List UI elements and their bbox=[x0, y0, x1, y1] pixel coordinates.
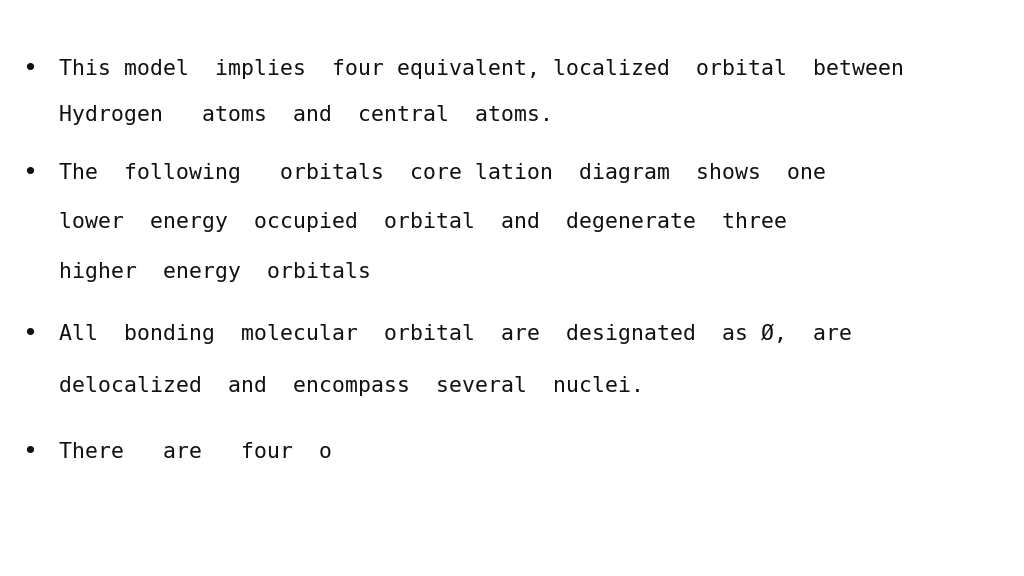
Text: higher  energy  orbitals: higher energy orbitals bbox=[59, 262, 372, 282]
Text: •: • bbox=[23, 322, 38, 346]
Text: All  bonding  molecular  orbital  are  designated  as Ø,  are: All bonding molecular orbital are design… bbox=[59, 324, 852, 344]
Text: •: • bbox=[23, 57, 38, 81]
Text: There   are   four  o: There are four o bbox=[59, 442, 333, 462]
Text: The  following   orbitals  core lation  diagram  shows  one: The following orbitals core lation diagr… bbox=[59, 163, 826, 183]
Text: Hydrogen   atoms  and  central  atoms.: Hydrogen atoms and central atoms. bbox=[59, 105, 553, 125]
Text: delocalized  and  encompass  several  nuclei.: delocalized and encompass several nuclei… bbox=[59, 376, 644, 396]
Text: •: • bbox=[23, 440, 38, 464]
Text: lower  energy  occupied  orbital  and  degenerate  three: lower energy occupied orbital and degene… bbox=[59, 212, 787, 232]
Text: •: • bbox=[23, 161, 38, 185]
Text: This model  implies  four equivalent, localized  orbital  between: This model implies four equivalent, loca… bbox=[59, 59, 904, 79]
